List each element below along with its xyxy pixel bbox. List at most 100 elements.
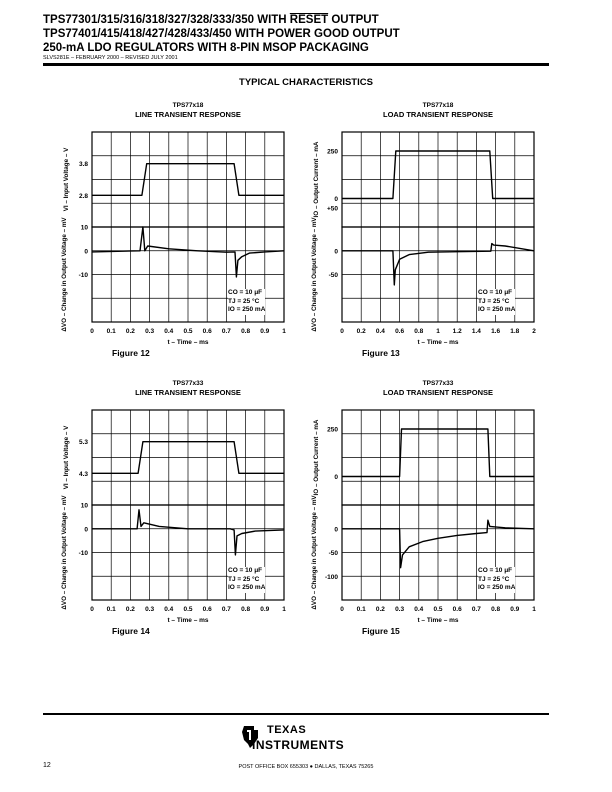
x-tick-label: 1 [436, 328, 440, 335]
bottom-ytick-label: -50 [329, 272, 339, 279]
x-tick-label: 0 [90, 328, 94, 335]
x-tick-label: 1 [282, 328, 286, 335]
x-axis-label: t – Time – ms [167, 617, 208, 624]
top-series-line [342, 150, 534, 200]
x-tick-label: 0.9 [510, 606, 519, 613]
x-tick-label: 0.6 [395, 328, 404, 335]
condition-line: TJ = 25 °C [228, 575, 260, 583]
x-tick-label: 0.4 [164, 606, 173, 613]
top-ytick-label: 3.8 [79, 161, 88, 168]
x-tick-label: 0.2 [126, 328, 135, 335]
chart-device: TPS77x18 [422, 102, 454, 109]
condition-line: TJ = 25 °C [478, 575, 510, 583]
x-tick-label: 0.3 [145, 328, 154, 335]
figure-caption: Figure 14 [112, 626, 150, 636]
figure-caption: Figure 13 [362, 348, 400, 358]
x-tick-label: 0.1 [107, 328, 116, 335]
top-ylabel: IO – Output Current – mA [313, 419, 320, 495]
doc-title-line-3: 250-mA LDO REGULATORS WITH 8-PIN MSOP PA… [43, 42, 369, 54]
bottom-series-line [342, 242, 535, 286]
test-conditions: CO = 10 μF TJ = 25 °C IO = 250 mA [228, 289, 266, 315]
x-tick-label: 0.2 [376, 606, 385, 613]
x-tick-label: 0.4 [414, 606, 423, 613]
brand-texas: TEXAS [267, 724, 307, 736]
condition-line: IO = 250 mA [228, 584, 266, 591]
x-tick-label: 1.6 [491, 328, 500, 335]
x-tick-label: 0.8 [241, 328, 250, 335]
top-ylabel: VI – Input Voltage – V [63, 425, 70, 489]
figure-caption: Figure 15 [362, 626, 400, 636]
x-tick-label: 0.1 [357, 606, 366, 613]
bottom-series-line [342, 519, 535, 569]
chart-device: TPS77x33 [172, 380, 204, 387]
doc-title-line-2: TPS77401/415/418/427/428/433/450 WITH PO… [43, 28, 400, 40]
x-tick-label: 0.8 [491, 606, 500, 613]
footer-rule [43, 713, 549, 715]
figure-12: 3.8 2.8 VI – Input Voltage – V 10 0 -10 ΔVO – … [56, 100, 296, 360]
header-rule [43, 63, 549, 66]
figure-caption: Figure 12 [112, 348, 150, 358]
condition-line: IO = 250 mA [478, 584, 516, 591]
chart-svg: 250 0 IO – Output Current – mA 0 -50 -100 ΔVO … [311, 409, 536, 624]
x-tick-label: 0.7 [222, 606, 231, 613]
x-tick-label: 0.1 [107, 606, 116, 613]
bottom-ytick-label: -50 [329, 550, 339, 557]
top-ytick-label: +50 [327, 206, 338, 213]
brand-instruments: INSTRUMENTS [252, 738, 345, 752]
test-conditions: CO = 10 μF TJ = 25 °C IO = 250 mA [478, 289, 516, 315]
top-series-line [342, 428, 534, 478]
x-tick-label: 0.2 [357, 328, 366, 335]
top-ylabel: VI – Input Voltage – V [63, 147, 70, 211]
chart-title: LOAD TRANSIENT RESPONSE [382, 388, 493, 397]
doc-title-line-1: TPS77301/315/316/318/327/328/333/350 WIT… [43, 14, 379, 26]
figure-14: 5.3 4.3 VI – Input Voltage – V 10 0 -10 ΔVO – … [56, 378, 296, 638]
x-axis-label: t – Time – ms [417, 339, 458, 346]
section-title: TYPICAL CHARACTERISTICS [239, 77, 373, 88]
bottom-ylabel: ΔVO – Change in Output Voltage – mV [61, 217, 68, 332]
bottom-ytick-label: 10 [81, 225, 89, 232]
doc-id: SLVS281E – FEBRUARY 2000 – REVISED JULY … [43, 55, 178, 61]
x-tick-label: 0 [90, 606, 94, 613]
test-conditions: CO = 10 μF TJ = 25 °C IO = 250 mA [228, 567, 266, 593]
x-tick-label: 0.3 [395, 606, 404, 613]
bottom-ytick-label: 10 [81, 503, 89, 510]
x-tick-label: 0.5 [433, 606, 442, 613]
condition-line: IO = 250 mA [478, 306, 516, 313]
top-ytick-label: 0 [334, 474, 338, 481]
chart-svg: 250 0 +50 IO – Output Current – mA 0 -50 ΔVO –… [311, 131, 536, 346]
chart-title: LINE TRANSIENT RESPONSE [135, 388, 241, 397]
condition-line: TJ = 25 °C [228, 297, 260, 305]
condition-line: CO = 10 μF [478, 289, 513, 296]
top-ylabel: IO – Output Current – mA [313, 141, 320, 217]
condition-line: CO = 10 μF [228, 289, 263, 296]
bottom-ylabel: ΔVO – Change in Output Voltage – mV [61, 495, 68, 610]
x-tick-label: 1.2 [453, 328, 462, 335]
bottom-ylabel: ΔVO – Change in Output Voltage – mV [311, 495, 318, 610]
x-tick-label: 0.7 [222, 328, 231, 335]
x-axis-label: t – Time – ms [167, 339, 208, 346]
bottom-ytick-label: -10 [79, 550, 89, 557]
chart-title: LOAD TRANSIENT RESPONSE [382, 110, 493, 119]
x-tick-label: 0.8 [414, 328, 423, 335]
ti-logo-icon [242, 726, 258, 748]
x-tick-label: 0.5 [183, 606, 192, 613]
figure-15: 250 0 IO – Output Current – mA 0 -50 -100 ΔVO … [306, 378, 546, 638]
chart-device: TPS77x33 [422, 380, 454, 387]
condition-line: IO = 250 mA [228, 306, 266, 313]
x-tick-label: 0.4 [376, 328, 385, 335]
x-tick-label: 0.9 [260, 328, 269, 335]
condition-line: TJ = 25 °C [478, 297, 510, 305]
x-tick-label: 0 [340, 328, 344, 335]
x-tick-label: 1 [532, 606, 536, 613]
top-ytick-label: 4.3 [79, 471, 88, 478]
condition-line: CO = 10 μF [228, 567, 263, 574]
x-tick-label: 0.4 [164, 328, 173, 335]
bottom-ytick-label: 0 [334, 248, 338, 255]
x-axis-label: t – Time – ms [417, 617, 458, 624]
bottom-series-line [91, 226, 285, 278]
chart-title: LINE TRANSIENT RESPONSE [135, 110, 241, 119]
bottom-series-line [92, 509, 285, 556]
bottom-ytick-label: -100 [325, 574, 338, 581]
x-tick-label: 0.8 [241, 606, 250, 613]
condition-line: CO = 10 μF [478, 567, 513, 574]
